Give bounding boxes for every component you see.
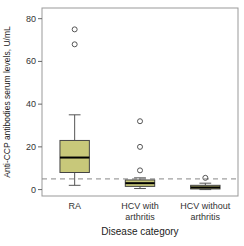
whisker-cap bbox=[199, 183, 211, 184]
y-tick bbox=[38, 146, 42, 147]
whisker-cap bbox=[134, 188, 146, 189]
y-tick bbox=[38, 18, 42, 19]
whisker-cap bbox=[69, 114, 81, 115]
reference-line bbox=[42, 178, 238, 179]
x-tick-label: HCV withoutarthritis bbox=[180, 201, 231, 222]
y-tick-label: 20 bbox=[26, 142, 36, 152]
plot-frame bbox=[42, 8, 238, 196]
outlier bbox=[203, 175, 208, 180]
median bbox=[125, 182, 154, 184]
outlier bbox=[138, 119, 143, 124]
box bbox=[125, 180, 154, 186]
x-tick-label: RA bbox=[68, 201, 81, 211]
y-tick bbox=[38, 104, 42, 105]
outlier bbox=[72, 27, 77, 32]
y-tick-label: 80 bbox=[26, 14, 36, 24]
plot-area bbox=[42, 27, 238, 190]
whisker-cap bbox=[134, 177, 146, 178]
y-tick bbox=[38, 61, 42, 62]
y-tick-label: 0 bbox=[31, 185, 36, 195]
y-tick bbox=[38, 189, 42, 190]
chart: 0 20 40 60 80 Anti-CCP antibodies serum level… bbox=[0, 0, 244, 246]
whisker bbox=[74, 173, 75, 186]
median bbox=[60, 157, 89, 159]
outlier bbox=[138, 168, 143, 173]
y-tick-label: 60 bbox=[26, 56, 36, 66]
x-tick-label: HCV witharthritis bbox=[121, 201, 159, 222]
whisker-cap bbox=[69, 185, 81, 186]
box bbox=[191, 185, 220, 189]
outlier bbox=[72, 42, 77, 47]
whisker bbox=[74, 115, 75, 141]
y-tick-label: 40 bbox=[26, 99, 36, 109]
median bbox=[191, 186, 220, 188]
box bbox=[60, 140, 89, 172]
outlier bbox=[138, 144, 143, 149]
x-axis-label: Disease category bbox=[101, 226, 178, 237]
y-axis-label: Anti-CCP antibodies serum levels, U/mL bbox=[2, 26, 12, 178]
